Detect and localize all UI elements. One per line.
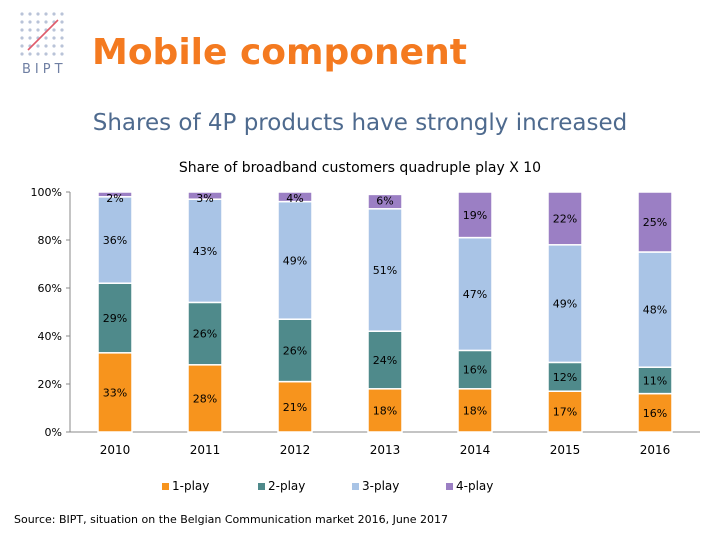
bar-1-play-2012	[277, 380, 313, 433]
logo-text: BIPT	[22, 62, 67, 77]
y-tick-label: 0%	[45, 426, 62, 439]
bar-2-play-2014	[457, 349, 493, 390]
x-tick-label: 2010	[100, 443, 131, 457]
bar-4-play-2010	[97, 191, 133, 198]
x-tick-label: 2015	[550, 443, 581, 457]
data-label: 25%	[643, 216, 667, 229]
bar-1-play-2010	[97, 352, 133, 433]
data-label: 49%	[553, 298, 577, 311]
x-tick-label: 2014	[460, 443, 491, 457]
data-label: 19%	[463, 209, 487, 222]
legend-swatch-3-play	[352, 483, 359, 490]
legend-swatch-2-play	[258, 483, 265, 490]
data-label: 26%	[283, 344, 307, 357]
data-label: 18%	[373, 404, 397, 417]
legend-swatch-1-play	[162, 483, 169, 490]
x-tick-label: 2011	[190, 443, 221, 457]
source-note: Source: BIPT, situation on the Belgian C…	[14, 513, 449, 526]
data-label: 49%	[283, 254, 307, 267]
bar-4-play-2011	[187, 191, 223, 200]
y-tick-label: 100%	[31, 186, 62, 199]
legend-label-3-play: 3-play	[362, 479, 399, 493]
data-label: 17%	[553, 406, 577, 419]
legend-label-2-play: 2-play	[268, 479, 305, 493]
bar-2-play-2011	[187, 301, 223, 366]
data-label: 48%	[643, 304, 667, 317]
y-tick-label: 40%	[38, 330, 62, 343]
y-tick-label: 80%	[38, 234, 62, 247]
bar-1-play-2015	[547, 390, 583, 433]
bar-3-play-2013	[367, 208, 403, 332]
data-label: 22%	[553, 212, 577, 225]
data-label: 11%	[643, 374, 667, 387]
bar-3-play-2010	[97, 196, 133, 284]
data-label: 51%	[373, 264, 397, 277]
bar-3-play-2014	[457, 236, 493, 352]
y-tick-label: 60%	[38, 282, 62, 295]
x-tick-label: 2012	[280, 443, 311, 457]
data-label: 6%	[376, 194, 393, 207]
data-label: 21%	[283, 401, 307, 414]
data-label: 26%	[193, 328, 217, 341]
data-label: 24%	[373, 354, 397, 367]
bar-3-play-2012	[277, 200, 313, 320]
data-label: 43%	[193, 245, 217, 258]
data-label: 36%	[103, 234, 127, 247]
legend-label-1-play: 1-play	[172, 479, 209, 493]
legend-swatch-4-play	[446, 483, 453, 490]
data-label: 2%	[106, 192, 123, 205]
x-tick-label: 2013	[370, 443, 401, 457]
bar-2-play-2016	[637, 366, 673, 395]
data-label: 47%	[463, 288, 487, 301]
x-tick-label: 2016	[640, 443, 671, 457]
data-label: 28%	[193, 392, 217, 405]
page-title: Mobile component	[92, 32, 467, 73]
bar-1-play-2011	[187, 364, 223, 433]
bar-1-play-2016	[637, 392, 673, 433]
bar-1-play-2013	[367, 388, 403, 433]
bar-2-play-2015	[547, 361, 583, 392]
bar-3-play-2016	[637, 251, 673, 368]
bar-4-play-2013	[367, 193, 403, 210]
bipt-logo	[20, 12, 64, 56]
bar-4-play-2015	[547, 191, 583, 246]
bar-3-play-2011	[187, 198, 223, 304]
y-tick-label: 20%	[38, 378, 62, 391]
data-label: 3%	[196, 192, 213, 205]
bar-4-play-2012	[277, 191, 313, 203]
bar-4-play-2014	[457, 191, 493, 239]
page-subtitle: Shares of 4P products have strongly incr…	[92, 110, 628, 136]
bar-2-play-2010	[97, 282, 133, 354]
data-label: 4%	[286, 192, 303, 205]
bar-4-play-2016	[637, 191, 673, 253]
data-label: 18%	[463, 404, 487, 417]
data-label: 16%	[643, 407, 667, 420]
legend-label-4-play: 4-play	[456, 479, 493, 493]
data-label: 16%	[463, 364, 487, 377]
bar-2-play-2013	[367, 330, 403, 390]
chart-title: Share of broadband customers quadruple p…	[178, 160, 542, 176]
data-label: 29%	[103, 312, 127, 325]
data-label: 12%	[553, 371, 577, 384]
data-label: 33%	[103, 386, 127, 399]
